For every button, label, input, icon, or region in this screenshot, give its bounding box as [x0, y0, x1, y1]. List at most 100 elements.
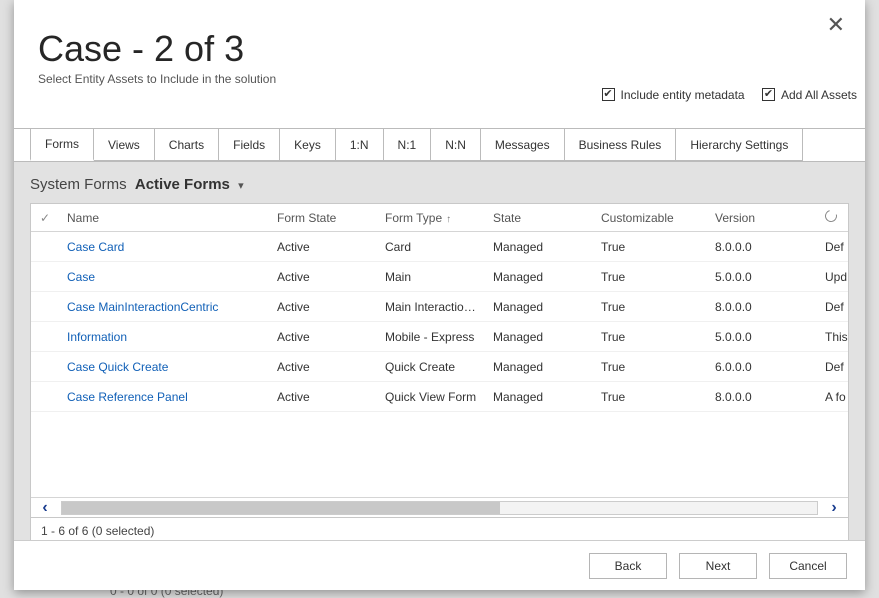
col-header-name[interactable]: Name: [59, 211, 269, 225]
form-name-link[interactable]: Case MainInteractionCentric: [67, 300, 218, 314]
page-subtitle: Select Entity Assets to Include in the s…: [38, 72, 841, 86]
form-name-link[interactable]: Case Card: [67, 240, 124, 254]
tab-fields[interactable]: Fields: [218, 129, 280, 161]
scroll-right-icon[interactable]: ›: [820, 499, 848, 517]
grid-container: ✓ Name Form State Form Type↑ State Custo…: [14, 203, 865, 555]
tab-1-n[interactable]: 1:N: [335, 129, 384, 161]
forms-grid: ✓ Name Form State Form Type↑ State Custo…: [30, 203, 849, 518]
col-header-refresh[interactable]: [817, 210, 849, 225]
next-button[interactable]: Next: [679, 553, 757, 579]
cell-form-state: Active: [269, 270, 377, 284]
scroll-track[interactable]: [61, 501, 818, 515]
cell-state: Managed: [485, 300, 593, 314]
form-name-link[interactable]: Case Reference Panel: [67, 390, 188, 404]
col-header-form-type[interactable]: Form Type↑: [377, 211, 485, 225]
checkbox-icon: ✔: [602, 88, 615, 101]
cell-form-state: Active: [269, 390, 377, 404]
table-row[interactable]: Case Quick Create ActiveQuick CreateManag…: [31, 352, 849, 382]
cell-form-state: Active: [269, 300, 377, 314]
cell-state: Managed: [485, 360, 593, 374]
horizontal-scrollbar[interactable]: ‹ ›: [31, 497, 848, 517]
tab-charts[interactable]: Charts: [154, 129, 219, 161]
tab-n-1[interactable]: N:1: [383, 129, 432, 161]
cell-description: This: [817, 330, 849, 344]
tab-messages[interactable]: Messages: [480, 129, 565, 161]
add-all-assets-label: Add All Assets: [781, 88, 857, 102]
cell-customizable: True: [593, 360, 707, 374]
wizard-dialog: ✕ Case - 2 of 3 Select Entity Assets to …: [14, 0, 865, 590]
form-name-link[interactable]: Case: [67, 270, 95, 284]
close-icon[interactable]: ✕: [827, 14, 845, 36]
cell-version: 8.0.0.0: [707, 240, 817, 254]
select-all-checkbox[interactable]: ✓: [31, 211, 59, 225]
tab-forms[interactable]: Forms: [30, 129, 94, 161]
col-header-state[interactable]: State: [485, 211, 593, 225]
cell-version: 8.0.0.0: [707, 390, 817, 404]
cell-version: 5.0.0.0: [707, 270, 817, 284]
checkbox-icon: ✔: [762, 88, 775, 101]
col-header-form-state[interactable]: Form State: [269, 211, 377, 225]
view-filter: Active Forms: [135, 176, 230, 193]
include-metadata-label: Include entity metadata: [621, 88, 745, 102]
header-options: ✔ Include entity metadata ✔ Add All Asse…: [588, 86, 857, 102]
table-row[interactable]: Case Card ActiveCardManagedTrue8.0.0.0Def: [31, 232, 849, 262]
col-header-customizable[interactable]: Customizable: [593, 211, 707, 225]
cell-form-type: Main: [377, 270, 485, 284]
grid-header-row: ✓ Name Form State Form Type↑ State Custo…: [31, 204, 849, 232]
cell-customizable: True: [593, 240, 707, 254]
cell-form-type: Quick View Form: [377, 390, 485, 404]
add-all-assets-checkbox[interactable]: ✔ Add All Assets: [762, 88, 857, 102]
dialog-footer: Back Next Cancel: [14, 540, 865, 590]
cell-description: Def: [817, 360, 849, 374]
cell-state: Managed: [485, 330, 593, 344]
tab-n-n[interactable]: N:N: [430, 129, 481, 161]
form-name-link[interactable]: Information: [67, 330, 127, 344]
cell-form-state: Active: [269, 240, 377, 254]
dialog-header: Case - 2 of 3 Select Entity Assets to In…: [14, 0, 865, 90]
refresh-icon: [823, 210, 839, 224]
tab-hierarchy-settings[interactable]: Hierarchy Settings: [675, 129, 803, 161]
include-metadata-checkbox[interactable]: ✔ Include entity metadata: [602, 88, 745, 102]
cell-description: Upd: [817, 270, 849, 284]
table-row[interactable]: Case ActiveMainManagedTrue5.0.0.0Upd: [31, 262, 849, 292]
cell-description: Def: [817, 300, 849, 314]
tabs: FormsViewsChartsFieldsKeys1:NN:1N:NMessa…: [30, 129, 849, 161]
back-button[interactable]: Back: [589, 553, 667, 579]
tab-views[interactable]: Views: [93, 129, 155, 161]
cell-form-state: Active: [269, 360, 377, 374]
tab-keys[interactable]: Keys: [279, 129, 336, 161]
cell-state: Managed: [485, 270, 593, 284]
cell-state: Managed: [485, 240, 593, 254]
cell-version: 5.0.0.0: [707, 330, 817, 344]
cell-form-type: Card: [377, 240, 485, 254]
cell-version: 6.0.0.0: [707, 360, 817, 374]
cell-form-type: Mobile - Express: [377, 330, 485, 344]
page-title: Case - 2 of 3: [38, 28, 841, 70]
cell-customizable: True: [593, 390, 707, 404]
tab-business-rules[interactable]: Business Rules: [564, 129, 677, 161]
cell-form-state: Active: [269, 330, 377, 344]
table-row[interactable]: Case Reference Panel ActiveQuick View For…: [31, 382, 849, 412]
scroll-left-icon[interactable]: ‹: [31, 499, 59, 517]
view-label: System Forms: [30, 176, 127, 193]
cell-version: 8.0.0.0: [707, 300, 817, 314]
cell-customizable: True: [593, 330, 707, 344]
tabs-container: FormsViewsChartsFieldsKeys1:NN:1N:NMessa…: [14, 128, 865, 162]
cell-form-type: Quick Create: [377, 360, 485, 374]
col-header-version[interactable]: Version: [707, 211, 817, 225]
form-name-link[interactable]: Case Quick Create: [67, 360, 168, 374]
view-selector[interactable]: System Forms Active Forms ▾: [14, 162, 865, 203]
grid-body: Case CardActiveCardManagedTrue8.0.0.0Def…: [31, 232, 849, 497]
table-row[interactable]: Case MainInteractionCentric ActiveMain In…: [31, 292, 849, 322]
scroll-thumb[interactable]: [62, 502, 500, 514]
cell-customizable: True: [593, 300, 707, 314]
cell-description: Def: [817, 240, 849, 254]
cell-description: A fo: [817, 390, 849, 404]
cell-state: Managed: [485, 390, 593, 404]
cell-customizable: True: [593, 270, 707, 284]
chevron-down-icon: ▾: [238, 179, 244, 192]
sort-asc-icon: ↑: [446, 214, 451, 225]
cell-form-type: Main Interaction...: [377, 300, 485, 314]
table-row[interactable]: Information ActiveMobile - ExpressManaged…: [31, 322, 849, 352]
cancel-button[interactable]: Cancel: [769, 553, 847, 579]
